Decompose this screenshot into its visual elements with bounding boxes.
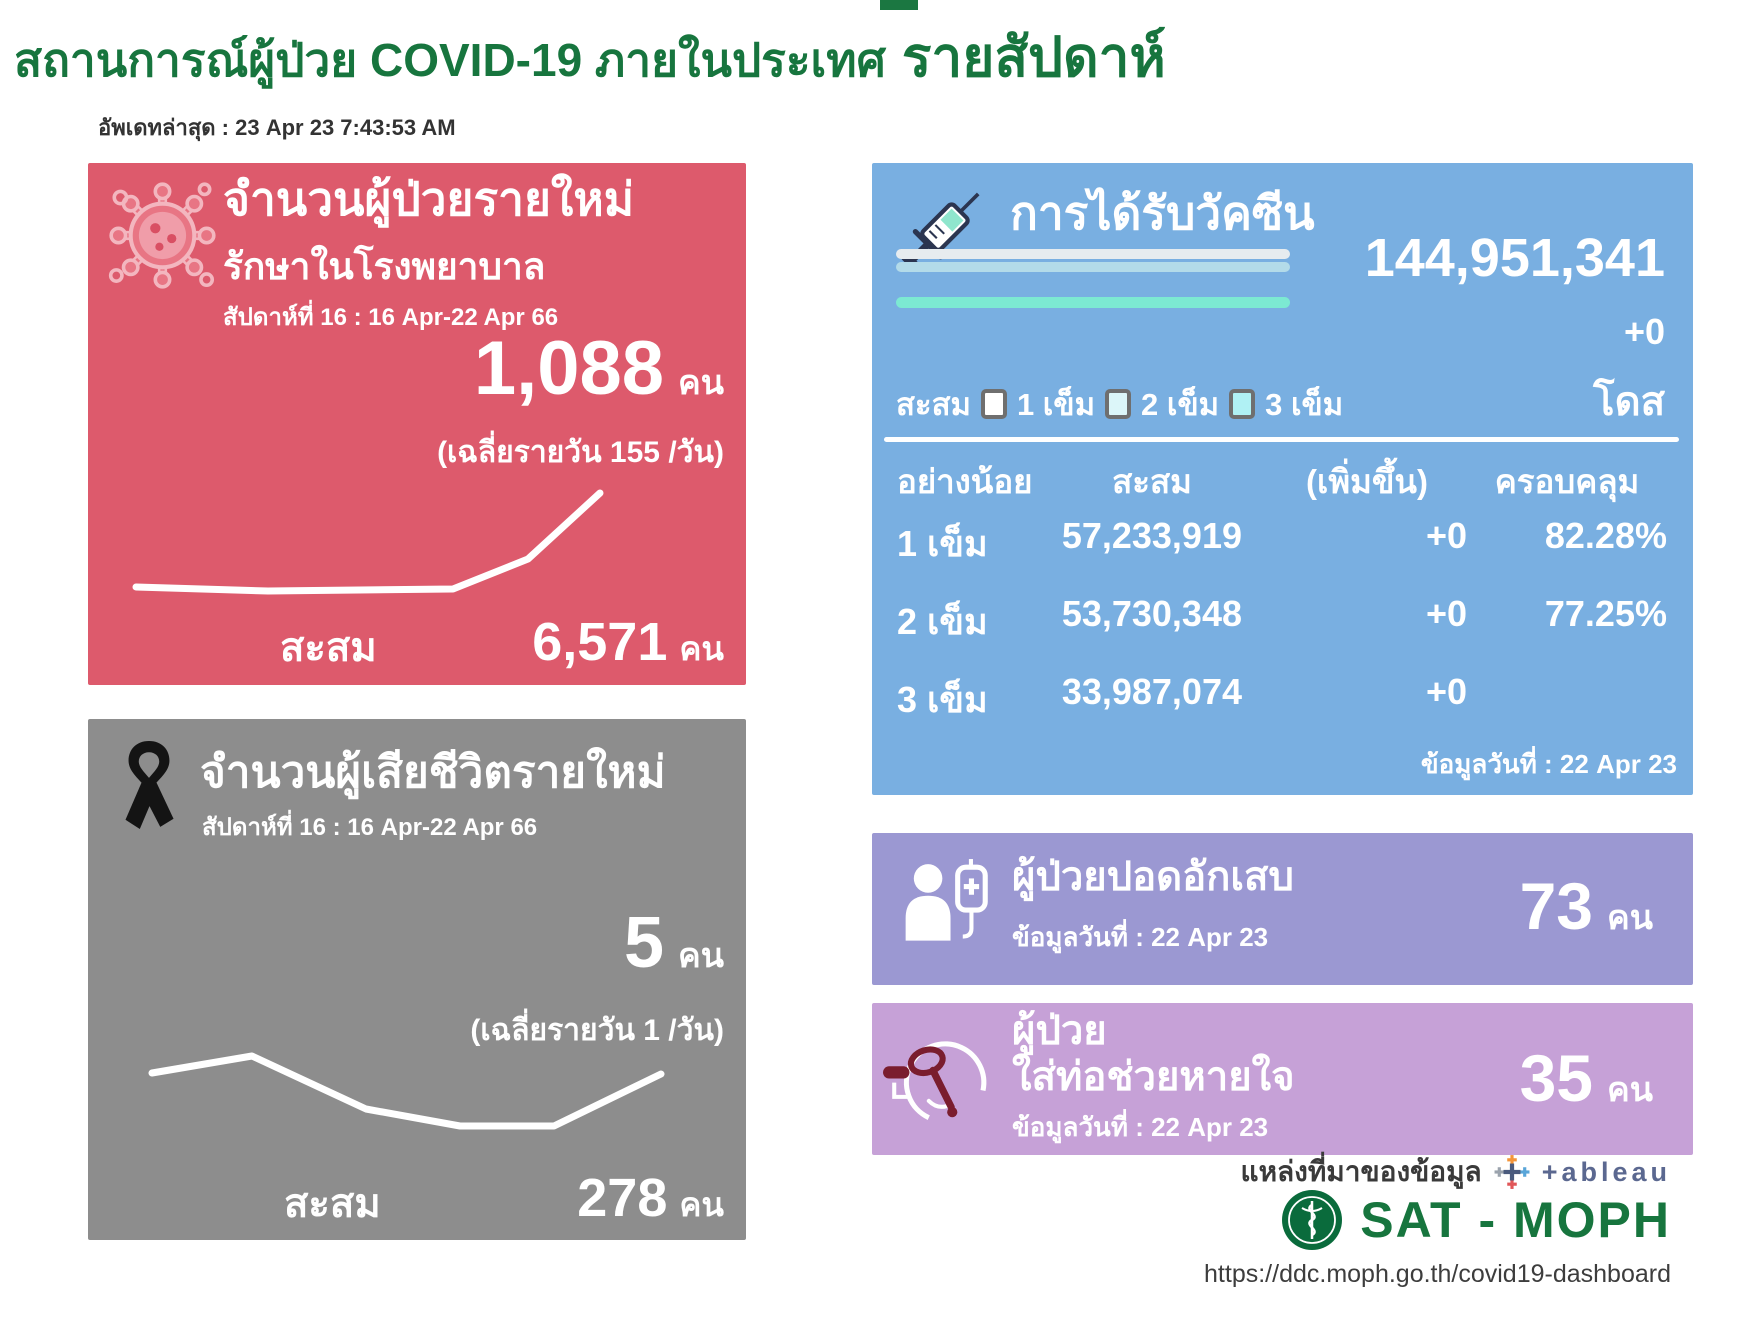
vaccine-data-date: ข้อมูลวันที่ : 22 Apr 23 bbox=[1420, 749, 1677, 779]
ventilator-card: ผู้ป่วย ใส่ท่อช่วยหายใจ ข้อมูลวันที่ : 2… bbox=[872, 1003, 1693, 1155]
deaths-daily-avg: (เฉลี่ยรายวัน 1 /วัน) bbox=[470, 1014, 724, 1047]
page-title-suffix: รายสัปดาห์ bbox=[901, 26, 1166, 88]
row3-delta: +0 bbox=[1425, 671, 1467, 712]
source-url[interactable]: https://ddc.moph.go.th/covid19-dashboard bbox=[1204, 1260, 1671, 1288]
new-cases-number: 1,088 bbox=[473, 326, 664, 411]
vaccine-card: การได้รับวัคซีน 144,951,341 +0 โดส สะสม … bbox=[872, 163, 1693, 795]
page-title: สถานการณ์ผู้ป่วย COVID-19 ภายในประเทศ ราย… bbox=[14, 14, 1166, 101]
deaths-week: สัปดาห์ที่ 16 : 16 Apr-22 Apr 66 bbox=[202, 814, 538, 841]
pneumonia-value: 73 คน bbox=[1520, 873, 1653, 944]
deaths-card: จำนวนผู้เสียชีวิตรายใหม่ สัปดาห์ที่ 16 :… bbox=[88, 719, 746, 1240]
new-cases-subtitle: รักษาในโรงพยาบาล bbox=[223, 246, 546, 287]
deaths-cumulative-label: สะสม bbox=[284, 1182, 381, 1226]
row3-dose: 3 เข็ม bbox=[897, 679, 988, 720]
row1-cumulative: 57,233,919 bbox=[1061, 515, 1242, 556]
vaccine-th-dose: อย่างน้อย bbox=[897, 463, 1033, 500]
legend-label-dose1: 1 เข็ม bbox=[1016, 387, 1096, 422]
ventilator-value: 35 คน bbox=[1520, 1045, 1653, 1116]
new-cases-value: 1,088 คน bbox=[474, 331, 724, 409]
deaths-title: จำนวนผู้เสียชีวิตรายใหม่ bbox=[200, 748, 666, 797]
ventilator-data-date: ข้อมูลวันที่ : 22 Apr 23 bbox=[1012, 1112, 1269, 1142]
deaths-value: 5 คน bbox=[624, 907, 724, 982]
vaccine-divider bbox=[884, 437, 1679, 442]
ventilator-unit: คน bbox=[1607, 1071, 1653, 1109]
vaccine-bar-dose2 bbox=[896, 262, 1290, 272]
pneumonia-data-date: ข้อมูลวันที่ : 22 Apr 23 bbox=[1012, 922, 1269, 952]
ventilator-title-line1: ผู้ป่วย bbox=[1012, 1009, 1107, 1053]
tableau-wordmark: +ableau bbox=[1541, 1156, 1671, 1187]
vaccine-title: การได้รับวัคซีน bbox=[1010, 187, 1315, 239]
deaths-cumulative-value: 278 คน bbox=[577, 1171, 724, 1231]
vaccine-legend-label: สะสม bbox=[896, 387, 971, 422]
row1-delta: +0 bbox=[1425, 515, 1467, 556]
row2-dose: 2 เข็ม bbox=[897, 601, 988, 642]
pneumonia-card: ผู้ป่วยปอดอักเสบ ข้อมูลวันที่ : 22 Apr 2… bbox=[872, 833, 1693, 985]
vaccine-table-header: อย่างน้อย สะสม (เพิ่มขึ้น) ครอบคลุม bbox=[872, 455, 1693, 500]
row2-delta: +0 bbox=[1425, 593, 1467, 634]
top-green-mark bbox=[880, 0, 918, 10]
new-cases-daily-avg: (เฉลี่ยรายวัน 155 /วัน) bbox=[437, 436, 724, 469]
new-cases-week: สัปดาห์ที่ 16 : 16 Apr-22 Apr 66 bbox=[223, 304, 559, 331]
new-cases-cumulative-value: 6,571 คน bbox=[532, 615, 724, 675]
row3-cumulative: 33,987,074 bbox=[1061, 671, 1242, 712]
row2-cumulative: 53,730,348 bbox=[1061, 593, 1242, 634]
vaccine-legend: สะสม 1 เข็ม 2 เข็ม 3 เข็ม bbox=[896, 379, 1343, 429]
ventilator-number: 35 bbox=[1519, 1041, 1593, 1115]
row1-coverage: 82.28% bbox=[1544, 515, 1667, 556]
new-cases-unit: คน bbox=[678, 364, 724, 402]
vaccine-row-dose2: 2 เข็ม 53,730,348 +0 77.25% bbox=[872, 593, 1693, 642]
intubation-icon bbox=[883, 1041, 987, 1124]
vaccine-bar-dose1 bbox=[896, 249, 1290, 259]
vaccine-th-coverage: ครอบคลุม bbox=[1494, 463, 1640, 500]
new-cases-title: จำนวนผู้ป่วยรายใหม่ bbox=[223, 173, 635, 225]
deaths-cumulative-unit: คน bbox=[679, 1186, 724, 1223]
legend-swatch-dose1[interactable] bbox=[980, 389, 1007, 419]
tableau-logo-icon bbox=[1494, 1155, 1530, 1189]
virus-icon bbox=[108, 182, 216, 289]
vaccine-total-doses: 144,951,341 bbox=[1364, 228, 1665, 288]
new-cases-cumulative-unit: คน bbox=[679, 630, 724, 667]
data-source-label: แหล่งที่มาของข้อมูล bbox=[1240, 1156, 1482, 1187]
ventilator-title-line2: ใส่ท่อช่วยหายใจ bbox=[1012, 1055, 1295, 1099]
vaccine-row-dose3: 3 เข็ม 33,987,074 +0 bbox=[872, 671, 1693, 720]
page-title-main: สถานการณ์ผู้ป่วย COVID-19 ภายในประเทศ bbox=[14, 34, 886, 86]
legend-swatch-dose3[interactable] bbox=[1229, 389, 1256, 419]
pneumonia-number: 73 bbox=[1519, 869, 1593, 943]
org-name: SAT - MOPH bbox=[1360, 1192, 1671, 1248]
legend-label-dose3: 3 เข็ม bbox=[1265, 387, 1344, 422]
vaccine-row-dose1: 1 เข็ม 57,233,919 +0 82.28% bbox=[872, 515, 1693, 564]
legend-label-dose2: 2 เข็ม bbox=[1141, 387, 1220, 422]
new-cases-cumulative-number: 6,571 bbox=[532, 612, 668, 672]
new-cases-cumulative-label: สะสม bbox=[280, 626, 377, 670]
pneumonia-unit: คน bbox=[1607, 899, 1653, 937]
row1-dose: 1 เข็ม bbox=[897, 523, 988, 564]
org-row: SAT - MOPH bbox=[1280, 1188, 1671, 1252]
deaths-unit: คน bbox=[678, 937, 724, 975]
moph-logo bbox=[1282, 1190, 1343, 1250]
deaths-number: 5 bbox=[623, 903, 664, 983]
vaccine-total-delta: +0 bbox=[1623, 311, 1665, 352]
pneumonia-title: ผู้ป่วยปอดอักเสบ bbox=[1012, 855, 1294, 899]
deaths-cumulative-number: 278 bbox=[577, 1168, 668, 1228]
data-source-row: แหล่งที่มาของข้อมูล +ableau bbox=[1241, 1150, 1671, 1194]
mourning-ribbon-icon bbox=[125, 741, 174, 829]
vaccine-th-cumulative: สะสม bbox=[1112, 463, 1192, 500]
row2-coverage: 77.25% bbox=[1544, 593, 1667, 634]
vaccine-th-delta: (เพิ่มขึ้น) bbox=[1306, 463, 1428, 500]
legend-swatch-dose2[interactable] bbox=[1105, 389, 1132, 419]
vaccine-bar-dose3 bbox=[896, 297, 1290, 308]
patient-iv-drip-icon bbox=[905, 859, 988, 941]
new-cases-card: จำนวนผู้ป่วยรายใหม่ รักษาในโรงพยาบาล สัป… bbox=[88, 163, 746, 685]
vaccine-dose-unit: โดส bbox=[1593, 380, 1665, 424]
last-update-text: อัพเดทล่าสุด : 23 Apr 23 7:43:53 AM bbox=[98, 115, 456, 140]
